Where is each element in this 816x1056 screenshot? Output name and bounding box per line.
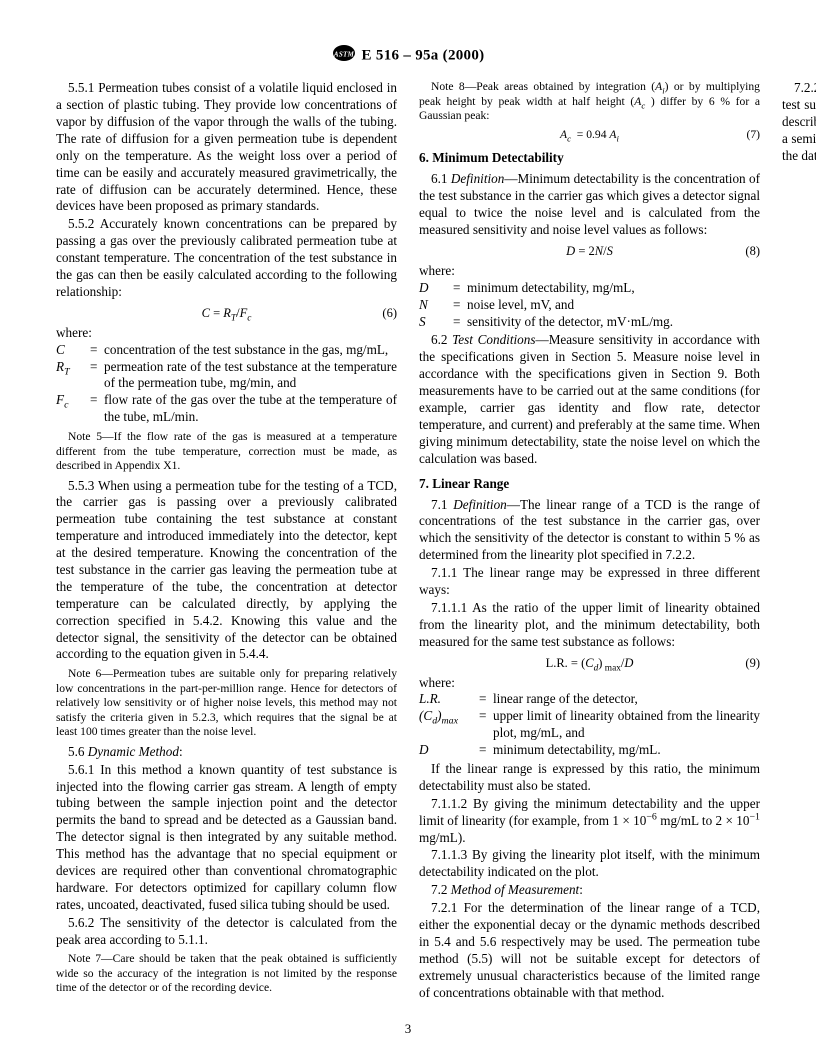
note-8: Note 8—Peak areas obtained by integratio…: [419, 80, 760, 123]
section-7-title: 7. Linear Range: [419, 476, 760, 493]
note-7: Note 7—Care should be taken that the pea…: [56, 952, 397, 995]
para-7-2-2: 7.2.2 Measure the sensitivity at various…: [782, 80, 816, 164]
note-6: Note 6—Permeation tubes are suitable onl…: [56, 667, 397, 739]
def-RT: permeation rate of the test substance at…: [104, 359, 397, 393]
para-5-6: 5.6 Dynamic Method:: [56, 744, 397, 761]
eq6-number: (6): [382, 305, 397, 321]
para-7-1-ratio: If the linear range is expressed by this…: [419, 761, 760, 795]
dynamic-method-title: Dynamic Method: [88, 744, 179, 759]
equation-8: D = 2N/S (8): [419, 243, 760, 259]
para-7-2: 7.2 Method of Measurement:: [419, 882, 760, 899]
equation-7: Ac = 0.94 Ai (7): [419, 128, 760, 143]
astm-logo: ASTM: [332, 44, 356, 68]
para-7-2-1: 7.2.1 For the determination of the linea…: [419, 900, 760, 1001]
para-7-1-1-2: 7.1.1.2 By giving the minimum detectabil…: [419, 796, 760, 847]
para-5-5-1: 5.5.1 Permeation tubes consist of a vola…: [56, 80, 397, 215]
def-Cdmax: upper limit of linearity obtained from t…: [493, 708, 760, 742]
where-8: where:: [419, 263, 760, 280]
where-9: where:: [419, 675, 760, 692]
where-6: where:: [56, 325, 397, 342]
equation-6: C = RT/Fc (6): [56, 305, 397, 321]
para-7-1: 7.1 Definition—The linear range of a TCD…: [419, 497, 760, 565]
def-S: sensitivity of the detector, mV·mL/mg.: [467, 314, 760, 331]
para-5-6-2: 5.6.2 The sensitivity of the detector is…: [56, 915, 397, 949]
para-7-1-1-1: 7.1.1.1 As the ratio of the upper limit …: [419, 600, 760, 651]
equation-9: L.R. = (Cd) max/D (9): [419, 655, 760, 671]
def-Fc: flow rate of the gas over the tube at th…: [104, 392, 397, 426]
page-header: ASTM E 516 – 95a (2000): [56, 44, 760, 68]
section-6-title: 6. Minimum Detectability: [419, 150, 760, 167]
para-6-2: 6.2 Test Conditions—Measure sensitivity …: [419, 332, 760, 467]
def-D: minimum detectability, mg/mL,: [467, 280, 760, 297]
para-6-1: 6.1 Definition—Minimum detectability is …: [419, 171, 760, 239]
eq8-number: (8): [745, 243, 760, 259]
note-5: Note 5—If the flow rate of the gas is me…: [56, 430, 397, 473]
para-5-6-1: 5.6.1 In this method a known quantity of…: [56, 762, 397, 914]
designation: E 516 – 95a (2000): [362, 48, 485, 64]
para-7-1-1: 7.1.1 The linear range may be expressed …: [419, 565, 760, 599]
eq9-number: (9): [745, 655, 760, 671]
page-number: 3: [0, 1021, 816, 1038]
def-N: noise level, mV, and: [467, 297, 760, 314]
deflist-8: D=minimum detectability, mg/mL, N=noise …: [419, 280, 760, 331]
deflist-9: L.R.=linear range of the detector, (Cd)m…: [419, 691, 760, 759]
body-columns: 5.5.1 Permeation tubes consist of a vola…: [56, 80, 760, 1010]
eq7-number: (7): [746, 128, 760, 143]
svg-text:ASTM: ASTM: [332, 51, 354, 59]
def-C: concentration of the test substance in t…: [104, 342, 397, 359]
para-7-1-1-3: 7.1.1.3 By giving the linearity plot its…: [419, 847, 760, 881]
para-5-5-3: 5.5.3 When using a permeation tube for t…: [56, 478, 397, 664]
deflist-6: C=concentration of the test substance in…: [56, 342, 397, 426]
def-LR: linear range of the detector,: [493, 691, 760, 708]
def-D2: minimum detectability, mg/mL.: [493, 742, 760, 759]
para-5-5-2: 5.5.2 Accurately known concentrations ca…: [56, 216, 397, 300]
